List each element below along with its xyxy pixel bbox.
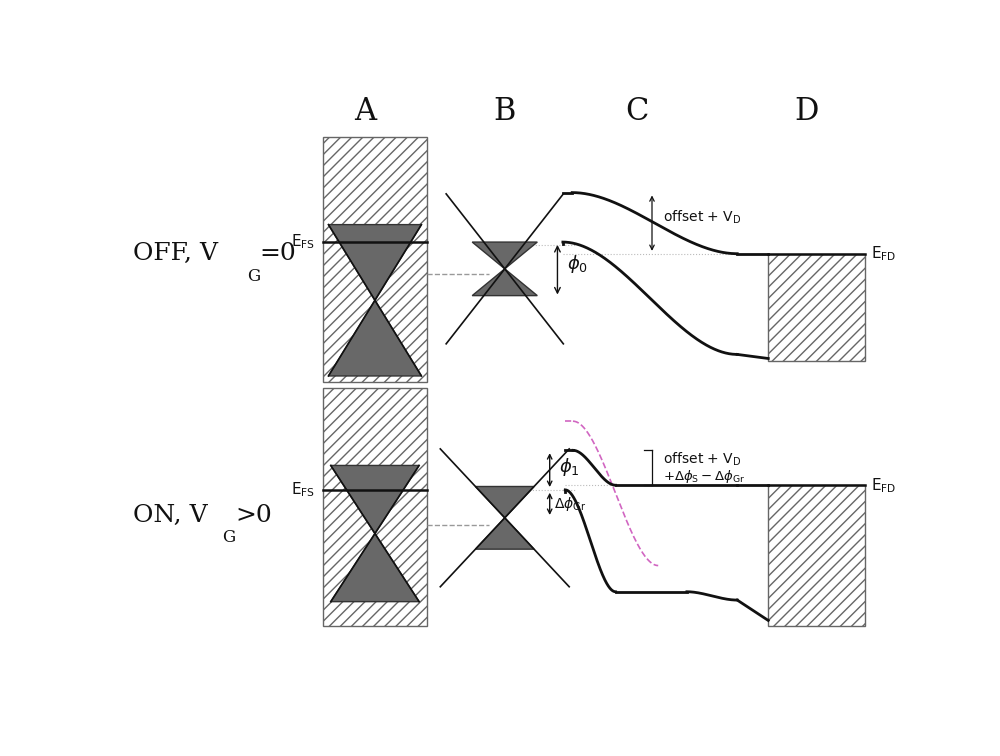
Polygon shape bbox=[475, 487, 534, 518]
Polygon shape bbox=[328, 225, 421, 300]
Text: E$_\mathrm{FS}$: E$_\mathrm{FS}$ bbox=[291, 481, 315, 499]
Text: offset + V$_\mathrm{D}$: offset + V$_\mathrm{D}$ bbox=[663, 451, 741, 468]
Bar bbox=[768, 485, 865, 626]
Text: E$_\mathrm{FD}$: E$_\mathrm{FD}$ bbox=[871, 244, 897, 263]
Text: OFF, V: OFF, V bbox=[133, 242, 218, 265]
Polygon shape bbox=[331, 534, 419, 602]
Text: $\phi_0$: $\phi_0$ bbox=[567, 253, 588, 275]
Text: $\Delta\phi_\mathrm{Gr}$: $\Delta\phi_\mathrm{Gr}$ bbox=[554, 495, 586, 513]
Polygon shape bbox=[328, 300, 421, 376]
Polygon shape bbox=[475, 518, 534, 549]
Bar bbox=[323, 388, 427, 626]
Polygon shape bbox=[472, 242, 537, 269]
Text: ON, V: ON, V bbox=[133, 504, 207, 527]
Text: E$_\mathrm{FS}$: E$_\mathrm{FS}$ bbox=[291, 233, 315, 252]
Text: G: G bbox=[222, 529, 235, 547]
Text: $\phi_1$: $\phi_1$ bbox=[559, 456, 580, 479]
Text: D: D bbox=[795, 95, 819, 126]
Text: offset + V$_\mathrm{D}$: offset + V$_\mathrm{D}$ bbox=[663, 209, 741, 226]
Bar bbox=[323, 138, 427, 382]
Polygon shape bbox=[331, 466, 419, 534]
Text: E$_\mathrm{FD}$: E$_\mathrm{FD}$ bbox=[871, 476, 897, 494]
Text: B: B bbox=[494, 95, 516, 126]
Text: >0: >0 bbox=[235, 504, 272, 527]
Text: $+\Delta\phi_\mathrm{S} - \Delta\phi_\mathrm{Gr}$: $+\Delta\phi_\mathrm{S} - \Delta\phi_\ma… bbox=[663, 468, 745, 485]
Text: A: A bbox=[354, 95, 376, 126]
Polygon shape bbox=[472, 269, 537, 296]
Text: C: C bbox=[625, 95, 648, 126]
Text: =0: =0 bbox=[259, 242, 296, 265]
Text: G: G bbox=[247, 268, 261, 286]
Bar bbox=[768, 254, 865, 361]
